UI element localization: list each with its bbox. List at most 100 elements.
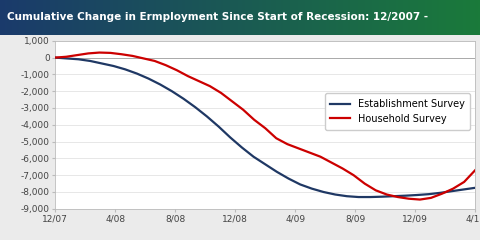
Bar: [259, 0, 262, 35]
Bar: [173, 0, 176, 35]
Bar: [166, 0, 168, 35]
Bar: [216, 0, 219, 35]
Bar: [17, 0, 20, 35]
Bar: [391, 0, 394, 35]
Household Survey: [428, 196, 434, 199]
Bar: [247, 0, 250, 35]
Bar: [31, 0, 34, 35]
Bar: [14, 0, 17, 35]
Bar: [7, 0, 10, 35]
Bar: [346, 0, 348, 35]
Bar: [389, 0, 392, 35]
Bar: [252, 0, 255, 35]
Bar: [120, 0, 123, 35]
Household Survey: [130, 54, 135, 57]
Bar: [281, 0, 284, 35]
Bar: [286, 0, 288, 35]
Bar: [180, 0, 183, 35]
Household Survey: [329, 161, 335, 164]
Establishment Survey: [472, 186, 478, 189]
Bar: [178, 0, 180, 35]
Household Survey: [96, 51, 102, 54]
Establishment Survey: [239, 146, 245, 149]
Bar: [410, 0, 413, 35]
Establishment Survey: [274, 170, 280, 173]
Bar: [233, 0, 236, 35]
Bar: [341, 0, 344, 35]
Household Survey: [362, 182, 368, 185]
Household Survey: [406, 197, 412, 200]
Bar: [137, 0, 140, 35]
Bar: [168, 0, 171, 35]
Establishment Survey: [64, 57, 70, 60]
Bar: [370, 0, 372, 35]
Bar: [53, 0, 56, 35]
Establishment Survey: [87, 60, 93, 62]
Household Survey: [262, 127, 268, 130]
Bar: [382, 0, 384, 35]
Bar: [101, 0, 104, 35]
Bar: [418, 0, 420, 35]
Bar: [130, 0, 132, 35]
Bar: [127, 0, 130, 35]
Bar: [158, 0, 161, 35]
Bar: [293, 0, 296, 35]
Household Survey: [63, 55, 69, 58]
Bar: [365, 0, 368, 35]
Bar: [50, 0, 53, 35]
Bar: [278, 0, 281, 35]
Establishment Survey: [99, 62, 105, 65]
Household Survey: [152, 60, 157, 62]
Bar: [58, 0, 60, 35]
Bar: [125, 0, 128, 35]
Household Survey: [395, 196, 401, 198]
Bar: [350, 0, 353, 35]
Household Survey: [74, 54, 80, 56]
Bar: [245, 0, 248, 35]
Bar: [444, 0, 447, 35]
Bar: [36, 0, 39, 35]
Bar: [283, 0, 286, 35]
Bar: [77, 0, 80, 35]
Bar: [295, 0, 298, 35]
Bar: [374, 0, 377, 35]
Bar: [60, 0, 63, 35]
Bar: [110, 0, 113, 35]
Bar: [310, 0, 312, 35]
Bar: [10, 0, 12, 35]
Establishment Survey: [76, 58, 82, 61]
Establishment Survey: [145, 77, 151, 80]
Bar: [326, 0, 329, 35]
Bar: [108, 0, 111, 35]
Establishment Survey: [426, 193, 432, 196]
Household Survey: [141, 57, 146, 60]
Household Survey: [417, 198, 423, 201]
Household Survey: [340, 167, 346, 170]
Bar: [329, 0, 332, 35]
Bar: [214, 0, 216, 35]
Bar: [334, 0, 336, 35]
Bar: [446, 0, 449, 35]
Bar: [451, 0, 454, 35]
Bar: [458, 0, 461, 35]
Bar: [2, 0, 5, 35]
Establishment Survey: [192, 106, 198, 108]
Bar: [187, 0, 190, 35]
Text: Cumulative Change in Ermployment Since Start of Recession: 12/2007 -: Cumulative Change in Ermployment Since S…: [7, 12, 428, 22]
Household Survey: [439, 192, 445, 195]
Bar: [384, 0, 387, 35]
Bar: [67, 0, 70, 35]
Establishment Survey: [449, 190, 455, 192]
Line: Establishment Survey: Establishment Survey: [55, 58, 475, 197]
Bar: [240, 0, 243, 35]
Bar: [113, 0, 116, 35]
Bar: [142, 0, 144, 35]
Bar: [470, 0, 473, 35]
Bar: [398, 0, 401, 35]
Bar: [185, 0, 188, 35]
Bar: [218, 0, 221, 35]
Household Survey: [207, 85, 213, 88]
Bar: [242, 0, 245, 35]
Bar: [386, 0, 389, 35]
Bar: [430, 0, 432, 35]
